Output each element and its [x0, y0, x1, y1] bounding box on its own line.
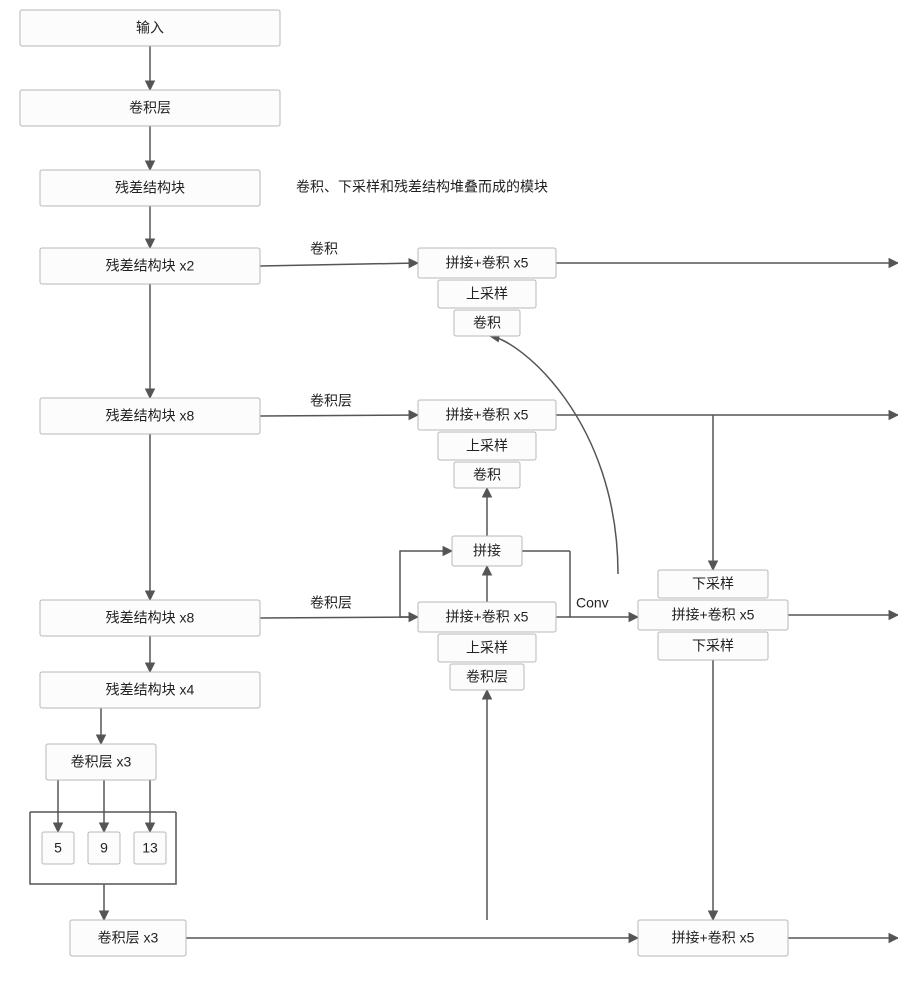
node-label-p3_up: 上采样	[466, 640, 508, 656]
node-p2_conv: 卷积	[454, 462, 520, 488]
label-note1: 卷积、下采样和残差结构堆叠而成的模块	[296, 179, 548, 195]
node-label-res8a: 残差结构块 x8	[106, 408, 195, 424]
node-p2_cat: 拼接+卷积 x5	[418, 400, 556, 430]
node-label-p3_conv: 卷积层	[466, 669, 508, 685]
label-lbl_conv_a: 卷积	[310, 241, 338, 257]
nodes-layer: 输入卷积层残差结构块残差结构块 x2残差结构块 x8残差结构块 x8残差结构块 …	[20, 10, 788, 956]
node-conv3b: 卷积层 x3	[70, 920, 186, 956]
node-label-r_down2: 下采样	[692, 638, 734, 654]
node-label-p1_up: 上采样	[466, 286, 508, 302]
node-p1_conv: 卷积	[454, 310, 520, 336]
node-conv3a: 卷积层 x3	[46, 744, 156, 780]
node-spp5: 5	[42, 832, 74, 864]
node-label-p1_conv: 卷积	[473, 315, 501, 331]
node-r_down1: 下采样	[658, 570, 768, 598]
node-concat: 拼接	[452, 536, 522, 566]
node-label-p2_conv: 卷积	[473, 467, 501, 483]
node-label-res1: 残差结构块	[115, 180, 185, 196]
node-label-p2_cat: 拼接+卷积 x5	[446, 407, 529, 423]
node-label-spp5: 5	[54, 840, 62, 856]
node-label-r_down1: 下采样	[692, 576, 734, 592]
label-lbl_conv_d: Conv	[576, 595, 609, 611]
node-p1_cat: 拼接+卷积 x5	[418, 248, 556, 278]
node-r_cat: 拼接+卷积 x5	[638, 600, 788, 630]
node-label-conv3b: 卷积层 x3	[98, 930, 159, 946]
node-p3_up: 上采样	[438, 634, 536, 662]
node-p2_up: 上采样	[438, 432, 536, 460]
node-res8b: 残差结构块 x8	[40, 600, 260, 636]
node-res2: 残差结构块 x2	[40, 248, 260, 284]
node-label-p1_cat: 拼接+卷积 x5	[446, 255, 529, 271]
node-p1_up: 上采样	[438, 280, 536, 308]
node-spp9: 9	[88, 832, 120, 864]
node-p3_conv: 卷积层	[450, 664, 524, 690]
node-label-res2: 残差结构块 x2	[106, 258, 195, 274]
node-spp13: 13	[134, 832, 166, 864]
diagram-canvas: 输入卷积层残差结构块残差结构块 x2残差结构块 x8残差结构块 x8残差结构块 …	[0, 0, 898, 1000]
node-label-res8b: 残差结构块 x8	[106, 610, 195, 626]
node-label-p2_up: 上采样	[466, 438, 508, 454]
node-label-out_cat: 拼接+卷积 x5	[672, 930, 755, 946]
node-input: 输入	[20, 10, 280, 46]
node-label-res4: 残差结构块 x4	[106, 682, 195, 698]
node-label-conv1: 卷积层	[129, 100, 171, 116]
node-res4: 残差结构块 x4	[40, 672, 260, 708]
node-label-spp13: 13	[142, 840, 158, 856]
node-res8a: 残差结构块 x8	[40, 398, 260, 434]
node-label-conv3a: 卷积层 x3	[71, 754, 132, 770]
node-label-spp9: 9	[100, 840, 108, 856]
node-conv1: 卷积层	[20, 90, 280, 126]
label-lbl_conv_b: 卷积层	[310, 393, 352, 409]
node-label-input: 输入	[136, 20, 164, 36]
node-out_cat: 拼接+卷积 x5	[638, 920, 788, 956]
node-r_down2: 下采样	[658, 632, 768, 660]
node-p3_cat: 拼接+卷积 x5	[418, 602, 556, 632]
node-label-r_cat: 拼接+卷积 x5	[672, 607, 755, 623]
node-res1: 残差结构块	[40, 170, 260, 206]
label-lbl_conv_c: 卷积层	[310, 595, 352, 611]
node-label-p3_cat: 拼接+卷积 x5	[446, 609, 529, 625]
node-label-concat: 拼接	[473, 543, 501, 559]
